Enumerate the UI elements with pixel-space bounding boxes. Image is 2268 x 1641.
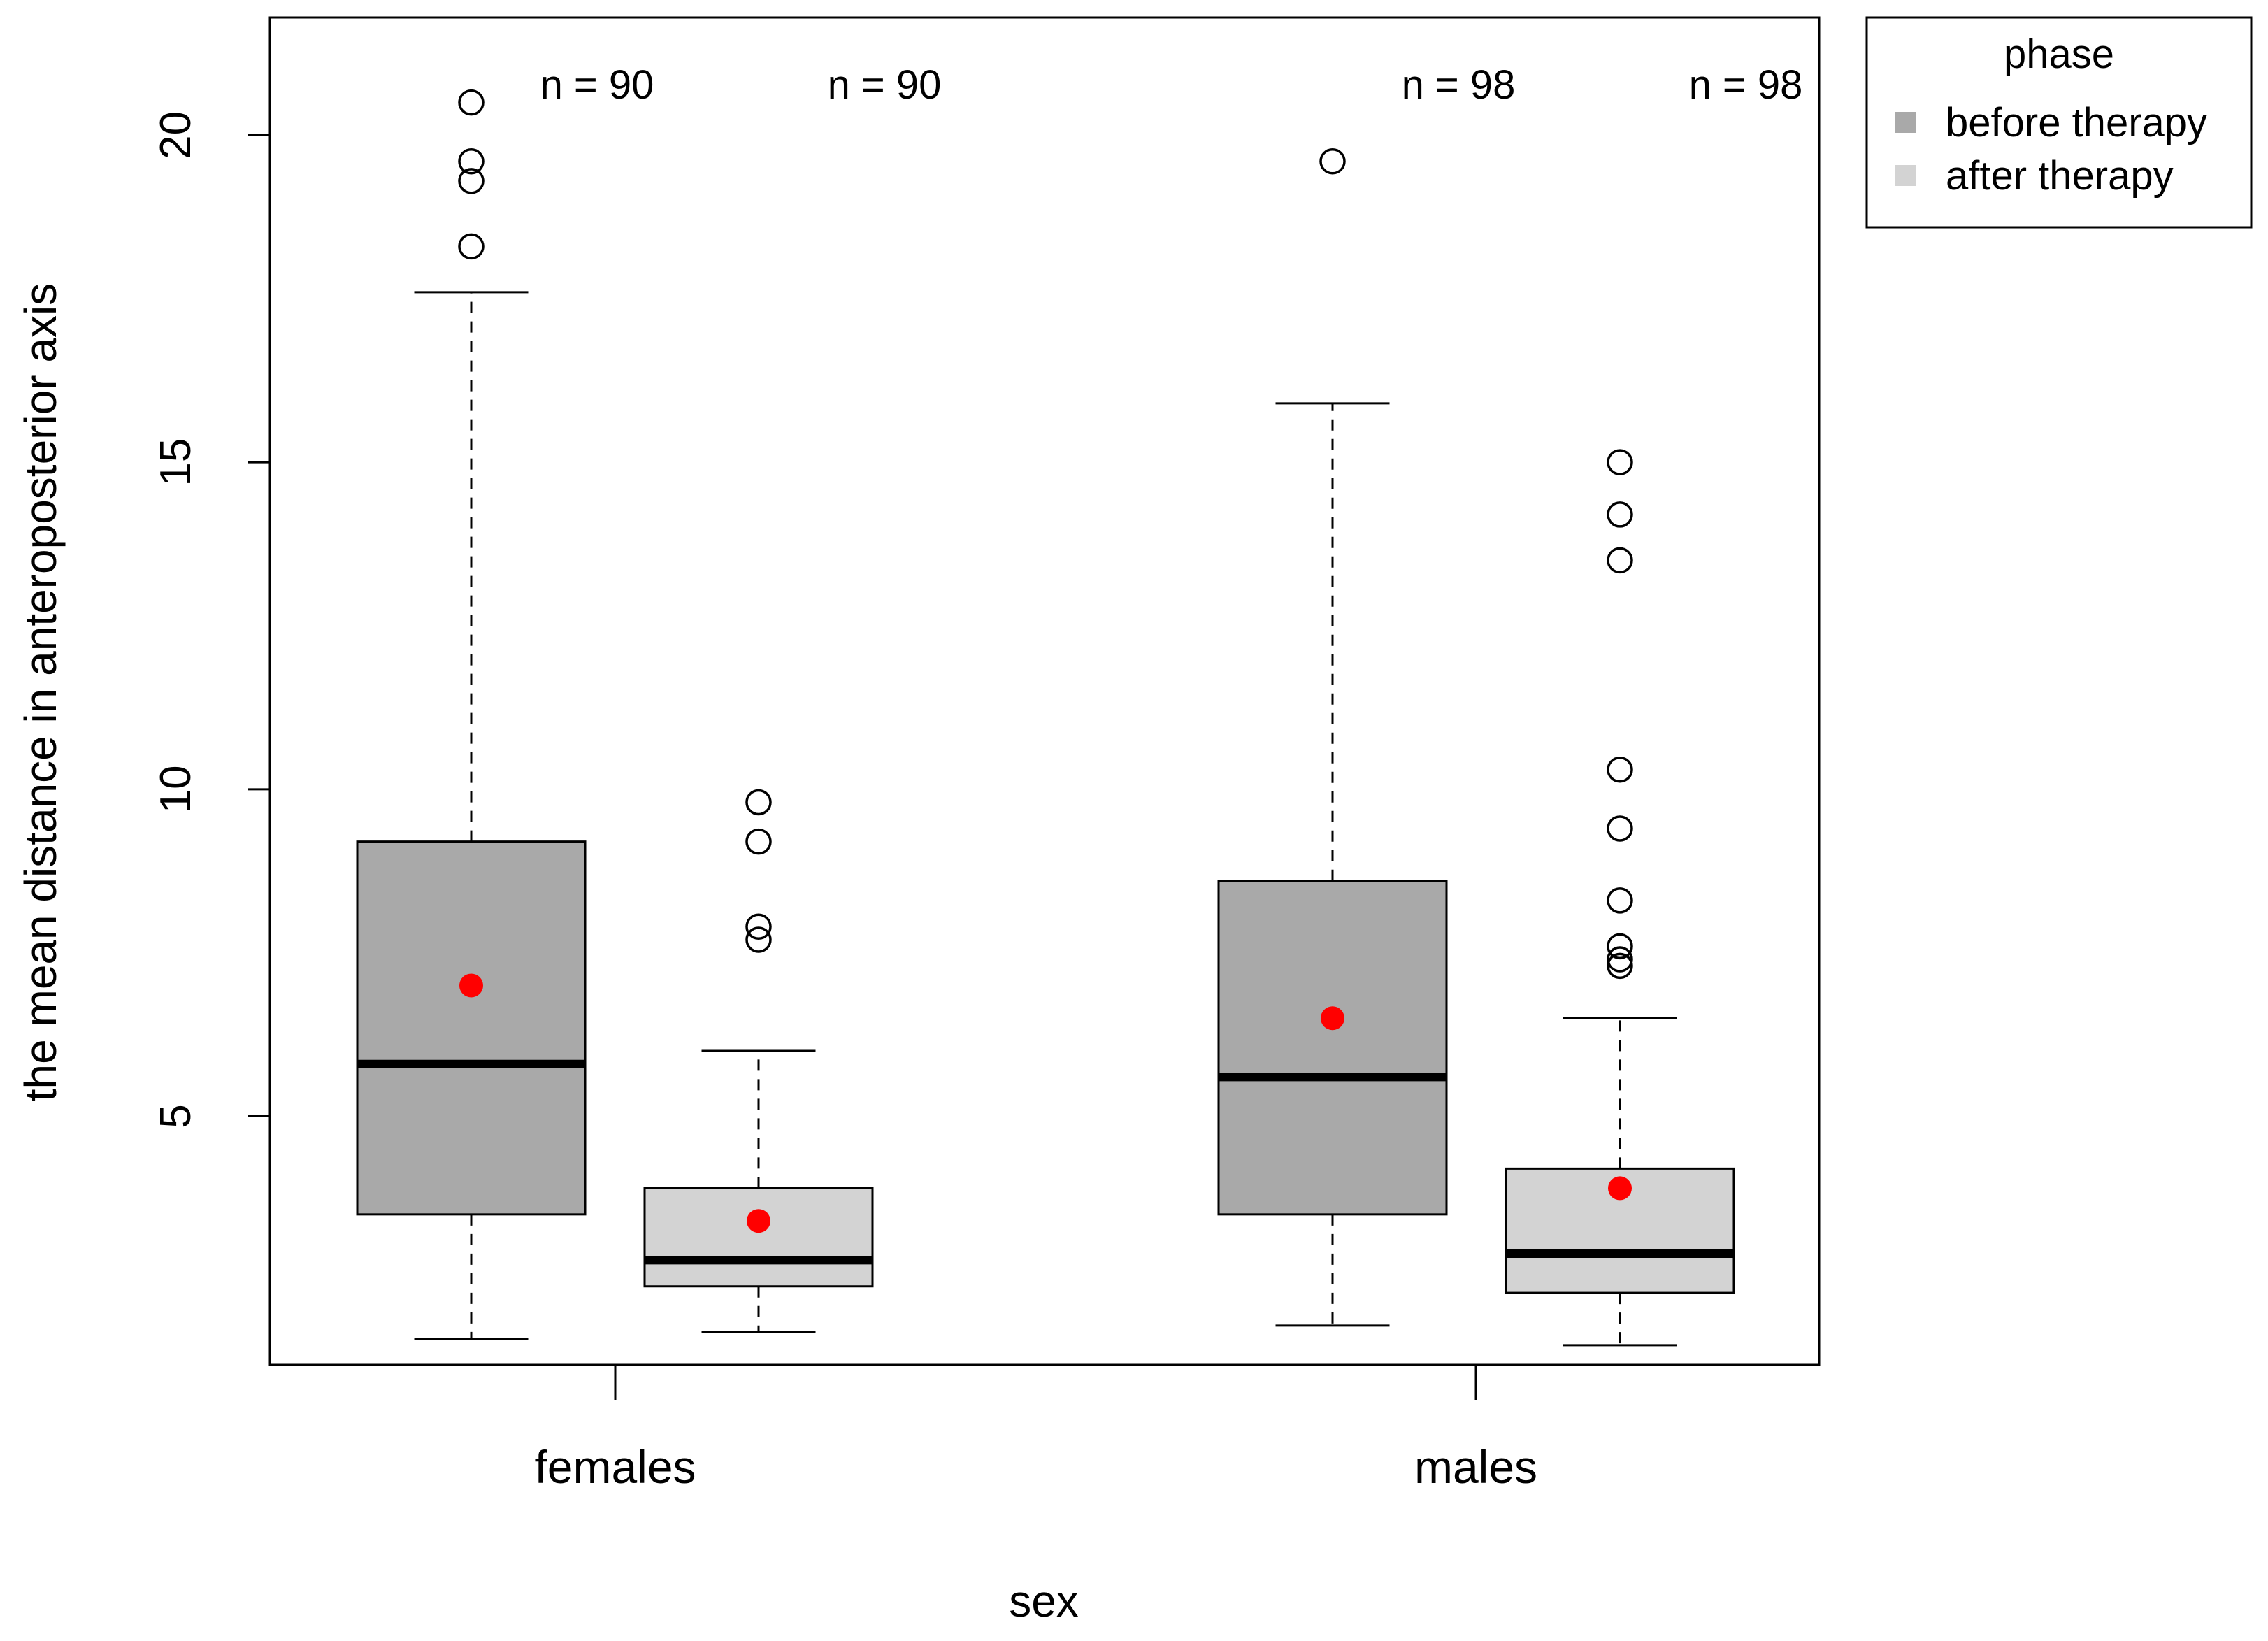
box-males-before-therapy: n = 98 bbox=[1217, 62, 1516, 1327]
box-females-before-therapy: n = 90 bbox=[356, 62, 654, 1340]
box-females-after-therapy: n = 90 bbox=[643, 62, 942, 1333]
y-tick-label-20: 20 bbox=[152, 111, 200, 159]
x-axis-title: sex bbox=[1009, 1576, 1079, 1626]
outlier-point bbox=[1607, 547, 1633, 574]
outlier-point bbox=[1607, 933, 1633, 960]
y-tick-label-10: 10 bbox=[152, 765, 200, 813]
outlier-point bbox=[745, 926, 772, 953]
n-label: n = 90 bbox=[828, 62, 942, 108]
y-tick-label-5: 5 bbox=[152, 1104, 200, 1128]
legend-title: phase bbox=[2004, 31, 2114, 77]
outlier-point bbox=[1607, 449, 1633, 475]
outlier-point bbox=[458, 168, 485, 194]
mean-point bbox=[459, 973, 483, 998]
boxes-layer: n = 90 n = 90 n = 98 n = 98 bbox=[356, 62, 1803, 1347]
legend-label-before-therapy: before therapy bbox=[1946, 100, 2207, 145]
legend-swatch-after-therapy bbox=[1895, 165, 1916, 186]
y-tick-label-15: 15 bbox=[152, 438, 200, 487]
x-tick-label-males: males bbox=[1414, 1441, 1537, 1493]
box-iqr bbox=[356, 840, 587, 1216]
mean-point bbox=[1321, 1006, 1344, 1031]
legend-label-after-therapy: after therapy bbox=[1946, 153, 2174, 199]
legend: phase before therapy after therapy bbox=[1865, 16, 2253, 229]
legend-swatch-before-therapy bbox=[1895, 112, 1916, 133]
n-label: n = 98 bbox=[1689, 62, 1803, 108]
outlier-point bbox=[1607, 501, 1633, 528]
n-label: n = 98 bbox=[1402, 62, 1516, 108]
box-iqr bbox=[1217, 880, 1448, 1216]
x-tick-label-females: females bbox=[534, 1441, 696, 1493]
n-label: n = 90 bbox=[540, 62, 654, 108]
mean-point bbox=[747, 1209, 770, 1233]
outlier-point bbox=[745, 789, 772, 816]
y-axis-title: the mean distance in anteroposterior axi… bbox=[15, 283, 66, 1101]
legend-box bbox=[1865, 16, 2253, 229]
box-males-after-therapy: n = 98 bbox=[1505, 62, 1803, 1347]
outlier-point bbox=[1607, 757, 1633, 783]
outlier-point bbox=[1607, 952, 1633, 980]
box-iqr bbox=[643, 1187, 874, 1288]
y-axis: 5 10 15 20 bbox=[152, 111, 271, 1128]
x-axis: females males bbox=[534, 1363, 1537, 1493]
outlier-point bbox=[1319, 148, 1346, 175]
outlier-point bbox=[1607, 946, 1633, 973]
outlier-point bbox=[1607, 815, 1633, 842]
mean-point bbox=[1608, 1176, 1632, 1201]
outlier-point bbox=[745, 828, 772, 855]
outlier-point bbox=[745, 913, 772, 940]
outlier-point bbox=[458, 148, 485, 175]
outlier-point bbox=[458, 89, 485, 116]
outlier-point bbox=[458, 233, 485, 260]
outlier-point bbox=[1607, 887, 1633, 914]
